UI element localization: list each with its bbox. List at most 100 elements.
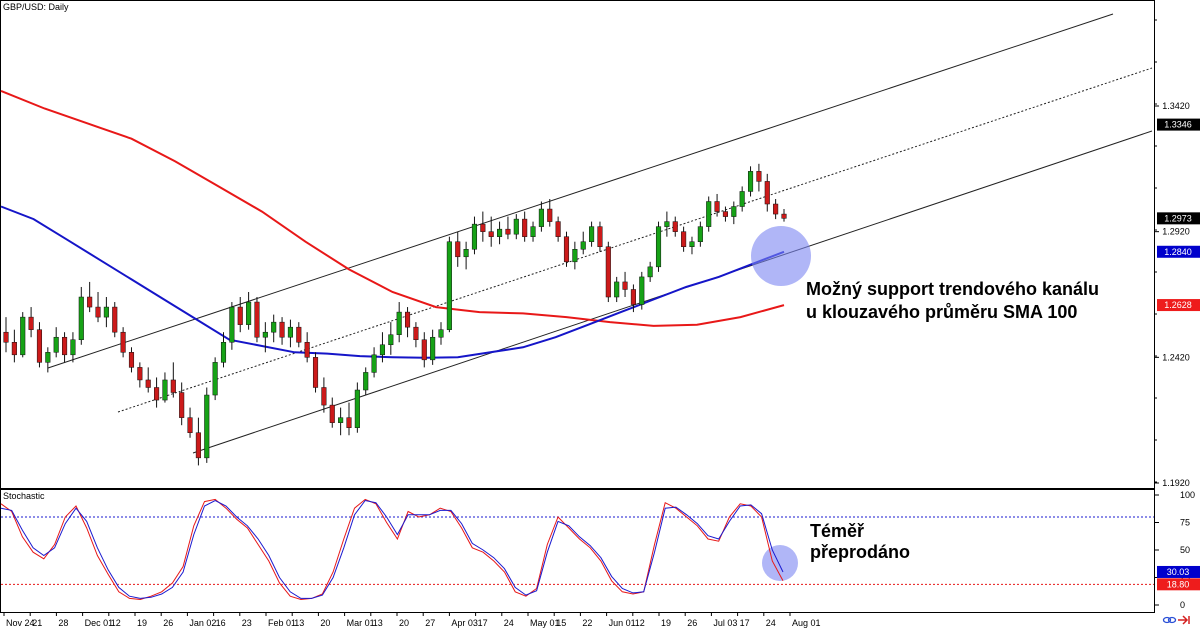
candle-body	[672, 221, 678, 232]
candle-body	[756, 171, 762, 182]
candle-body	[312, 357, 319, 388]
candle-body	[463, 249, 469, 258]
candle-body	[488, 231, 494, 237]
candle-body	[237, 306, 243, 325]
candle-body	[128, 352, 135, 368]
date-tick-label: 22	[582, 618, 592, 628]
candle-body	[204, 394, 210, 459]
candle-body	[187, 417, 193, 433]
candle-body	[45, 352, 51, 363]
date-tick-label: 15	[556, 618, 566, 628]
candle-body	[572, 249, 578, 263]
date-tick-label: Mar 01	[347, 618, 375, 628]
candle-body	[655, 226, 662, 268]
candle-body	[773, 203, 779, 215]
candle-body	[170, 379, 176, 393]
candle-body	[95, 306, 101, 318]
date-tick-label: 12	[111, 618, 121, 628]
oversold-annotation-line1: Téměř	[810, 521, 864, 541]
candle-body	[430, 336, 436, 361]
price-tick-label: 1.3420	[1162, 101, 1190, 111]
stochastic-panel-frame	[0, 489, 1155, 613]
candle-body	[639, 276, 645, 305]
candle-body	[220, 342, 227, 363]
stochastic-tick-label: 0	[1180, 600, 1185, 610]
date-tick-label: Jul 03	[713, 618, 737, 628]
candle-body	[697, 226, 703, 242]
candle-body	[162, 379, 168, 401]
candle-body	[78, 296, 84, 340]
candlestick-series	[3, 163, 787, 466]
candle-body	[446, 241, 452, 330]
arrow-right-icon[interactable]	[1178, 615, 1190, 625]
candle-body	[547, 208, 553, 222]
candle-body	[605, 246, 611, 298]
candle-body	[505, 228, 511, 235]
candle-body	[195, 432, 201, 459]
candle-body	[271, 321, 277, 333]
candle-body	[597, 226, 603, 247]
date-tick-label: 12	[635, 618, 645, 628]
date-tick-label: 27	[425, 618, 435, 628]
candle-body	[689, 241, 695, 247]
channel-mid-line	[117, 67, 1153, 413]
date-tick-label: Apr 03	[451, 618, 478, 628]
price-badge	[1157, 212, 1200, 225]
candle-body	[354, 389, 360, 428]
candle-body	[329, 404, 335, 423]
candle-body	[622, 281, 628, 290]
price-badge	[1157, 118, 1200, 131]
candle-body	[287, 326, 293, 338]
price-badge-value: 1.3346	[1164, 120, 1192, 130]
candle-body	[522, 218, 528, 237]
candle-body	[262, 331, 268, 338]
candle-body	[630, 289, 636, 305]
price-badge-value: 1.2840	[1164, 247, 1192, 257]
candle-body	[471, 223, 478, 250]
candle-body	[739, 191, 745, 207]
date-tick-label: 20	[320, 618, 330, 628]
candle-body	[647, 266, 653, 278]
date-tick-label: May 01	[530, 618, 560, 628]
date-tick-label: Aug 01	[792, 618, 821, 628]
candle-body	[346, 417, 352, 428]
candle-body	[145, 379, 151, 388]
candle-body	[530, 226, 536, 237]
price-badge-value: 1.2973	[1164, 213, 1192, 223]
candle-body	[112, 306, 118, 333]
date-tick-label: 20	[399, 618, 409, 628]
support-annotation-line2: u klouzavého průměru SMA 100	[806, 302, 1077, 322]
price-badge-value: 1.2628	[1164, 300, 1192, 310]
support-highlight	[751, 226, 811, 286]
price-badge	[1157, 299, 1200, 312]
candle-body	[137, 367, 143, 381]
price-badge	[1157, 578, 1200, 591]
date-tick-label: 16	[216, 618, 226, 628]
link-icon[interactable]	[1162, 616, 1177, 624]
date-tick-label: 26	[163, 618, 173, 628]
candle-body	[212, 362, 218, 396]
date-tick-label: Jun 01	[609, 618, 636, 628]
channel-upper-line	[47, 13, 1114, 369]
candle-body	[87, 296, 93, 308]
stochastic-label: Stochastic	[3, 491, 45, 501]
candle-body	[580, 241, 586, 250]
symbol-label-bg	[1, 1, 59, 13]
candle-body	[70, 339, 76, 356]
candle-body	[363, 372, 369, 391]
price-badge	[1157, 565, 1200, 578]
candle-body	[388, 334, 394, 346]
date-tick-label: 28	[58, 618, 68, 628]
price-tick-label: 1.1920	[1162, 478, 1190, 488]
date-tick-label: 23	[242, 618, 252, 628]
price-badges: 1.3346 1.2973 1.2840 1.2628 30.03 18.80	[1157, 118, 1200, 591]
date-tick-label: 19	[137, 618, 147, 628]
price-panel-frame	[0, 0, 1155, 489]
candle-body	[438, 329, 444, 338]
candle-body	[555, 221, 561, 237]
date-tick-label: Nov 24	[6, 618, 35, 628]
candle-body	[413, 326, 419, 340]
candle-body	[747, 171, 754, 192]
date-tick-label: 19	[661, 618, 671, 628]
